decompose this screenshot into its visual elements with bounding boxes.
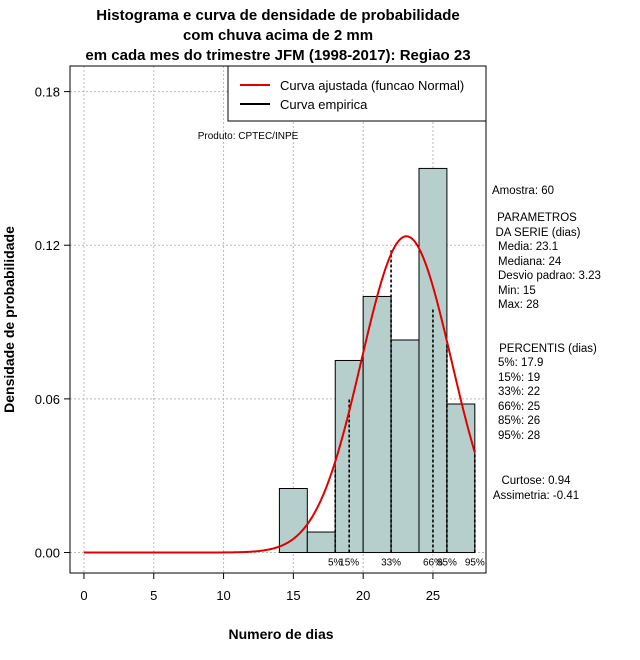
curves [83, 235, 476, 554]
stats-line: Assimetria: -0.41 [493, 490, 579, 502]
stats-line: 5%: 17.9 [498, 357, 543, 369]
stats-line: 66%: 25 [498, 401, 540, 413]
stats-line: Max: 28 [498, 299, 539, 311]
y-tick-label: 0.00 [35, 546, 60, 561]
legend-label: Curva empirica [280, 97, 368, 112]
percentile-label: 95% [465, 558, 485, 569]
stats-line: Amostra: 60 [492, 185, 554, 197]
stats-line: Media: 23.1 [498, 241, 558, 253]
stats-line: DA SERIE (dias) [496, 227, 581, 239]
x-tick-label: 5 [150, 588, 157, 603]
legend-box [227, 65, 487, 122]
stats-line: 15%: 19 [498, 372, 540, 384]
histogram-bar [390, 339, 420, 554]
title-line: com chuva acima de 2 mm [183, 27, 373, 44]
normal-fit-curve [83, 235, 476, 554]
x-axis-title: Numero de dias [228, 626, 333, 642]
legend: Curva ajustada (funcao Normal) Curva empi… [227, 65, 487, 122]
annotations: Produto: CPTEC/INPE Amostra: 60 PARAMETROS… [198, 131, 601, 502]
legend-label: Curva ajustada (funcao Normal) [280, 78, 464, 93]
stats-line: 95%: 28 [498, 430, 540, 442]
percentile-label: 85% [437, 558, 457, 569]
stats-line: Mediana: 24 [498, 256, 562, 268]
stats-line: PARAMETROS [497, 212, 577, 224]
histogram-bar [278, 488, 308, 554]
stats-line: 33%: 22 [498, 386, 540, 398]
histogram-bar [446, 403, 476, 554]
percentile-lines: 5%15% 33% 66%85% 95% [328, 250, 485, 569]
y-axis-title: Densidade de probabilidade [1, 226, 17, 413]
histogram-bar [306, 531, 336, 554]
y-tick-label: 0.18 [35, 85, 60, 100]
y-tick-label: 0.12 [35, 238, 60, 253]
x-tick-label: 15 [286, 588, 300, 603]
percentile-label: 33% [381, 558, 401, 569]
stats-line: Min: 15 [498, 285, 536, 297]
percentile-label: 15% [339, 558, 359, 569]
stats-line: 85%: 26 [498, 415, 540, 427]
axes: 0 5 10 15 20 25 0.00 0.06 0.12 0.18 Numero de dias… [1, 85, 440, 642]
percentile-label: 5% [328, 558, 343, 569]
percentile-label: 66% [423, 558, 443, 569]
title-line: em cada mes do trimestre JFM (1998-2017)… [85, 47, 470, 64]
y-tick-label: 0.06 [35, 392, 60, 407]
x-tick-label: 10 [216, 588, 230, 603]
x-tick-label: 20 [356, 588, 370, 603]
stats-line: PERCENTIS (dias) [499, 343, 597, 355]
x-tick-label: 0 [80, 588, 87, 603]
x-tick-label: 25 [426, 588, 440, 603]
credit-text: Produto: CPTEC/INPE [198, 131, 299, 142]
stats-line: Curtose: 0.94 [501, 475, 571, 487]
title-line: Histograma e curva de densidade de proba… [96, 7, 459, 24]
stats-line: Desvio padrao: 3.23 [498, 270, 601, 282]
chart-title: Histograma e curva de densidade de proba… [85, 7, 470, 64]
